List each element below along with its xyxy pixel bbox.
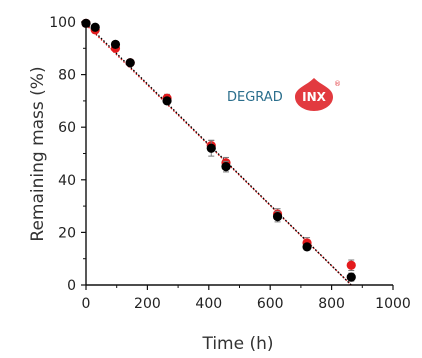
- data-point-series-1: [125, 58, 135, 68]
- fit-lines: [85, 22, 352, 286]
- data-point-series-1: [90, 22, 100, 32]
- x-tick-label: 400: [195, 296, 222, 312]
- y-tick-label: 20: [58, 225, 76, 241]
- y-axis-title: Remaining mass (%): [28, 66, 48, 241]
- y-tick-label: 60: [58, 120, 76, 136]
- data-points: [81, 18, 356, 282]
- data-point-series-1: [162, 96, 172, 106]
- y-tick-label: 80: [58, 68, 76, 84]
- data-point-series-1: [346, 272, 356, 282]
- logo-drop-badge: [295, 78, 333, 111]
- x-tick-label: 0: [82, 296, 91, 312]
- degradinx-logo: DEGRAD INX ®: [227, 78, 341, 111]
- x-tick-label: 600: [257, 296, 284, 312]
- axes: 0 200 400 600 800 1000 0 20 40 60 80 100: [49, 15, 411, 312]
- data-point-series-1: [110, 39, 121, 49]
- data-point-series-1: [206, 143, 216, 153]
- data-point-series-1: [272, 212, 283, 222]
- y-tick-label: 40: [58, 173, 76, 189]
- data-point-series-1: [81, 18, 91, 28]
- logo-badge-text: INX: [302, 90, 327, 104]
- data-point-series-1: [221, 162, 231, 172]
- data-point-series-0: [346, 260, 356, 270]
- y-tick-label: 100: [49, 15, 76, 31]
- x-tick-label: 200: [134, 296, 161, 312]
- data-point-series-1: [302, 242, 312, 252]
- x-tick-label: 800: [318, 296, 345, 312]
- x-axis-title: Time (h): [201, 334, 273, 354]
- fit-line-series-1: [85, 22, 352, 286]
- x-tick-label: 1000: [375, 296, 411, 312]
- logo-registered-mark: ®: [334, 80, 341, 88]
- logo-word: DEGRAD: [227, 90, 283, 105]
- y-tick-label: 0: [67, 278, 76, 294]
